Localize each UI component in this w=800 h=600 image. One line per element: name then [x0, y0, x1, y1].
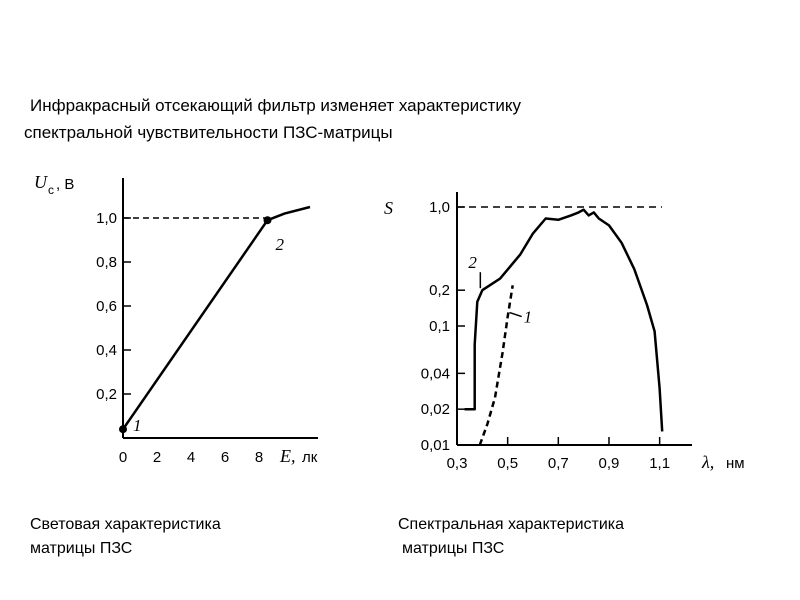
spectral-characteristic-chart: S λ, нм 0,3 0,5 0,7 0,9 1,10,010,020,040,10,…: [384, 192, 745, 472]
right-series-1: [478, 285, 514, 446]
right-ylabel: S: [384, 198, 393, 218]
right-x-tick-label: 0,5: [497, 455, 518, 472]
left-x-tick-label: 4: [187, 449, 195, 466]
left-point-2: [263, 216, 272, 225]
left-ylabel-unit: , В: [56, 176, 74, 193]
right-y-tick-label: 0,04: [421, 365, 450, 382]
right-x-tick-label: 0,3: [447, 455, 468, 472]
left-y-tick-label: 0,4: [96, 342, 117, 359]
right-y-tick-label: 0,01: [421, 437, 450, 454]
left-x-tick-label: 2: [153, 449, 161, 466]
caption-spectral-characteristic: Спектральная характеристика матрицы ПЗС: [398, 513, 624, 561]
left-series-line: [121, 205, 311, 430]
right-series-1-label: 1: [524, 308, 533, 327]
right-series: 21: [457, 206, 664, 446]
right-series-2: [464, 208, 664, 432]
right-series-1-leader: [509, 311, 522, 318]
caption-left-line-1: Световая характеристика: [30, 516, 221, 533]
right-xlabel-unit: нм: [726, 455, 745, 472]
right-y-tick-label: 0,02: [421, 401, 450, 418]
left-point-label: 1: [133, 416, 142, 435]
left-x-tick-label: 6: [221, 449, 229, 466]
heading-line-1: Инфракрасный отсекающий фильтр изменяет …: [30, 96, 522, 115]
left-x-tick-label: 0: [119, 449, 127, 466]
left-ylabel-symbol: U: [34, 172, 48, 192]
right-y-tick-label: 0,2: [429, 282, 450, 299]
right-x-tick-label: 1,1: [649, 455, 670, 472]
right-tick-labels: 0,3 0,5 0,7 0,9 1,1 0,01 0,02 0,04 0,1 0,2 1,0: [421, 199, 670, 472]
right-y-tick-label: 0,1: [429, 318, 450, 335]
heading-line-2: спектральной чувствительности ПЗС-матриц…: [24, 123, 393, 142]
left-ylabel-sub: c: [48, 183, 54, 197]
left-y-tick-label: 0,6: [96, 298, 117, 315]
left-point-label: 2: [276, 235, 285, 254]
left-y-tick-label: 1,0: [96, 210, 117, 227]
left-point-1: [119, 425, 127, 434]
right-x-tick-label: 0,9: [599, 455, 620, 472]
right-y-tick-label: 1,0: [429, 199, 450, 216]
left-x-tick-label: 8: [255, 449, 263, 466]
left-series: 12: [119, 205, 311, 435]
caption-light-characteristic: Световая характеристика матрицы ПЗС: [30, 513, 221, 561]
caption-right-line-1: Спектральная характеристика: [398, 516, 625, 533]
light-characteristic-chart: U c , В E, лк 0 2 4 6 80,20,40,60,81,0 12: [34, 172, 318, 466]
left-xlabel-symbol: E,: [279, 446, 296, 466]
right-series-2-label: 2: [468, 253, 477, 272]
caption-left-line-2: матрицы ПЗС: [30, 540, 133, 557]
heading: Инфракрасный отсекающий фильтр изменяет …: [24, 92, 724, 146]
left-y-tick-label: 0,8: [96, 254, 117, 271]
right-xlabel-symbol: λ,: [701, 452, 714, 472]
right-x-tick-label: 0,7: [548, 455, 569, 472]
left-tick-labels: 0 2 4 6 8 0,2 0,4 0,6 0,8 1,0: [96, 210, 263, 466]
left-y-tick-label: 0,2: [96, 386, 117, 403]
left-xlabel-unit: лк: [302, 449, 318, 466]
caption-right-line-2: матрицы ПЗС: [402, 540, 505, 557]
